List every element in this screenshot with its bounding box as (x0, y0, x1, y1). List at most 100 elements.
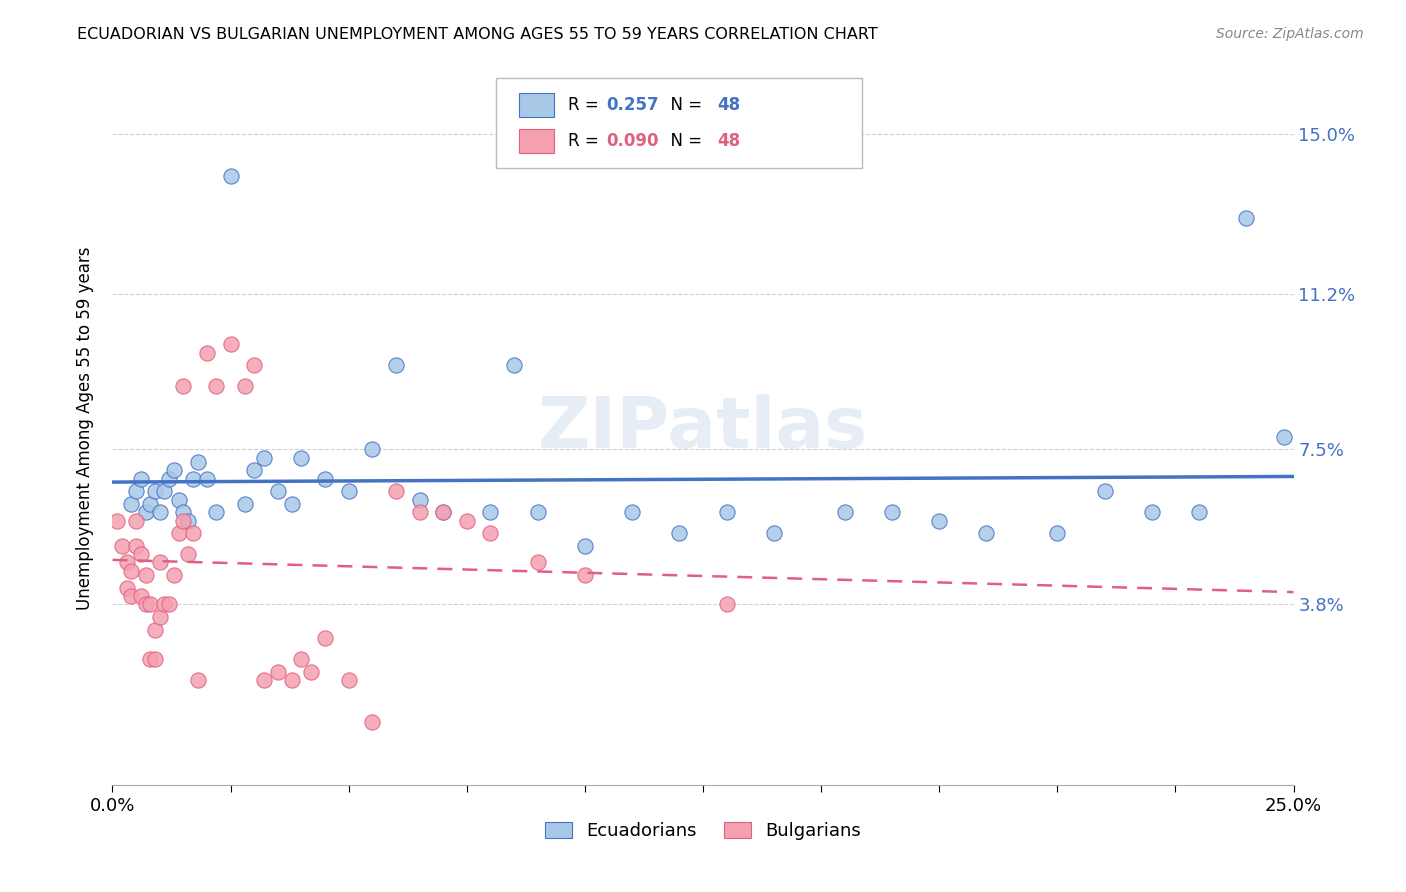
Point (337, 673, 360, 687)
Point (233, 379, 256, 393)
Text: R =: R = (568, 132, 605, 150)
Point (139, 497, 162, 511)
Point (129, 589, 152, 603)
Point (120, 497, 142, 511)
FancyBboxPatch shape (519, 93, 554, 118)
Point (456, 514, 478, 528)
Point (219, 337, 242, 351)
Legend: Ecuadorians, Bulgarians: Ecuadorians, Bulgarians (537, 814, 869, 847)
Point (205, 379, 228, 393)
Point (385, 484, 408, 499)
Text: 48: 48 (717, 132, 741, 150)
Point (129, 547, 152, 561)
Point (880, 505, 903, 519)
Point (526, 556, 548, 570)
Text: 0.257: 0.257 (606, 96, 659, 114)
Point (361, 442, 384, 457)
Point (177, 547, 200, 561)
Point (233, 497, 256, 511)
Point (135, 568, 157, 582)
Point (574, 539, 596, 553)
Point (195, 471, 218, 485)
Point (120, 564, 142, 578)
Point (503, 358, 526, 372)
Point (135, 598, 157, 612)
Point (115, 581, 138, 595)
Point (716, 505, 738, 519)
Point (526, 505, 548, 519)
Point (253, 450, 276, 465)
Point (267, 665, 290, 679)
Point (762, 526, 785, 541)
Point (163, 568, 186, 582)
Point (1046, 526, 1069, 541)
FancyBboxPatch shape (496, 78, 862, 168)
Point (205, 505, 228, 519)
Text: R =: R = (568, 96, 605, 114)
Point (976, 526, 998, 541)
Point (143, 623, 166, 637)
Point (281, 497, 304, 511)
Point (157, 471, 180, 485)
Point (143, 652, 166, 666)
Point (834, 505, 856, 519)
Point (105, 514, 128, 528)
Point (314, 631, 336, 645)
Point (139, 652, 162, 666)
Point (243, 358, 266, 372)
Point (1234, 211, 1257, 226)
Point (253, 673, 276, 687)
Point (143, 484, 166, 499)
Point (167, 526, 190, 541)
Point (181, 471, 204, 485)
Point (479, 505, 502, 519)
Point (125, 539, 148, 553)
Point (120, 589, 142, 603)
Point (1094, 484, 1116, 499)
Point (163, 463, 186, 477)
Point (153, 598, 176, 612)
Point (668, 526, 690, 541)
Point (408, 492, 430, 507)
Point (621, 505, 644, 519)
Point (149, 505, 172, 519)
Point (149, 610, 172, 624)
Point (361, 714, 384, 729)
Text: ECUADORIAN VS BULGARIAN UNEMPLOYMENT AMONG AGES 55 TO 59 YEARS CORRELATION CHART: ECUADORIAN VS BULGARIAN UNEMPLOYMENT AMO… (77, 27, 879, 42)
Point (432, 505, 454, 519)
Point (290, 450, 312, 465)
Point (219, 169, 242, 184)
Point (574, 568, 596, 582)
Point (177, 514, 200, 528)
Point (195, 345, 218, 359)
Point (125, 484, 148, 499)
Point (115, 556, 138, 570)
Point (314, 471, 336, 485)
Point (172, 514, 194, 528)
Point (139, 598, 162, 612)
Point (290, 652, 312, 666)
Point (299, 665, 322, 679)
FancyBboxPatch shape (519, 128, 554, 153)
Y-axis label: Unemployment Among Ages 55 to 59 years: Unemployment Among Ages 55 to 59 years (76, 246, 94, 610)
Point (432, 505, 454, 519)
Point (172, 379, 194, 393)
Text: N =: N = (661, 96, 707, 114)
Point (281, 673, 304, 687)
Point (125, 514, 148, 528)
Point (1188, 505, 1211, 519)
Point (186, 673, 208, 687)
Point (1140, 505, 1163, 519)
Point (928, 514, 950, 528)
Point (243, 463, 266, 477)
Point (479, 526, 502, 541)
Point (408, 505, 430, 519)
Text: N =: N = (661, 132, 707, 150)
Text: 0.090: 0.090 (606, 132, 658, 150)
Point (337, 484, 360, 499)
Point (1272, 429, 1295, 443)
Point (135, 505, 157, 519)
Point (267, 484, 290, 499)
Point (172, 505, 194, 519)
Point (716, 598, 738, 612)
